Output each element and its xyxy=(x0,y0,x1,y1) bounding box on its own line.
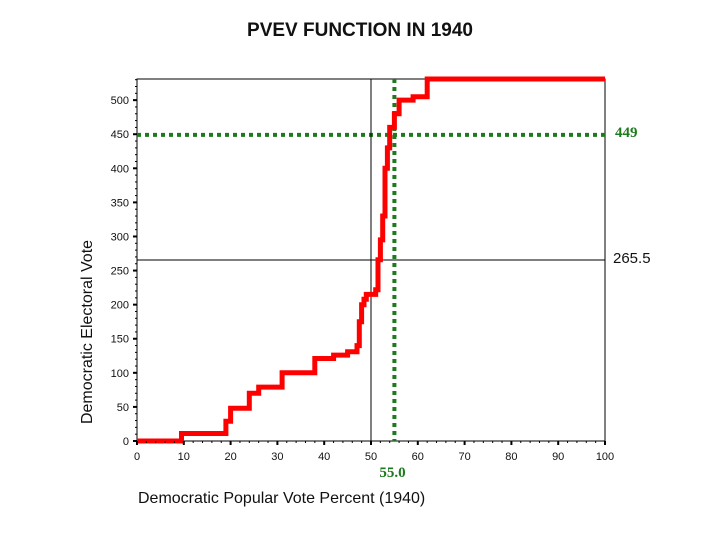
x-tick-label: 30 xyxy=(271,451,283,463)
y-tick-label: 450 xyxy=(111,129,129,141)
annotation-55: 55.0 xyxy=(379,465,406,481)
x-tick-label: 40 xyxy=(318,451,330,463)
x-tick-label: 70 xyxy=(458,451,470,463)
y-tick-label: 100 xyxy=(111,368,129,380)
x-tick-label: 20 xyxy=(224,451,236,463)
y-tick-label: 400 xyxy=(111,163,129,175)
chart-title: PVEV FUNCTION IN 1940 xyxy=(247,20,473,41)
x-tick-label: 50 xyxy=(365,451,377,463)
y-tick-label: 300 xyxy=(111,231,129,243)
x-tick-label: 60 xyxy=(412,451,424,463)
series-line-0 xyxy=(137,76,605,444)
x-tick-label: 0 xyxy=(134,451,140,463)
y-tick-label: 0 xyxy=(123,436,129,448)
y-tick-label: 350 xyxy=(111,197,129,209)
y-tick-label: 50 xyxy=(117,402,129,414)
x-tick-label: 100 xyxy=(596,451,614,463)
x-tick-label: 10 xyxy=(178,451,190,463)
x-tick-label: 90 xyxy=(552,451,564,463)
y-tick-label: 150 xyxy=(111,334,129,346)
annotation-265-5: 265.5 xyxy=(613,250,651,267)
y-tick-label: 500 xyxy=(111,95,129,107)
x-tick-label: 80 xyxy=(505,451,517,463)
x-axis-label: Democratic Popular Vote Percent (1940) xyxy=(138,490,426,507)
y-tick-label: 200 xyxy=(111,300,129,312)
y-tick-label: 250 xyxy=(111,266,129,278)
annotation-449: 449 xyxy=(615,124,638,141)
y-axis-label: Democratic Electoral Vote xyxy=(79,239,96,425)
